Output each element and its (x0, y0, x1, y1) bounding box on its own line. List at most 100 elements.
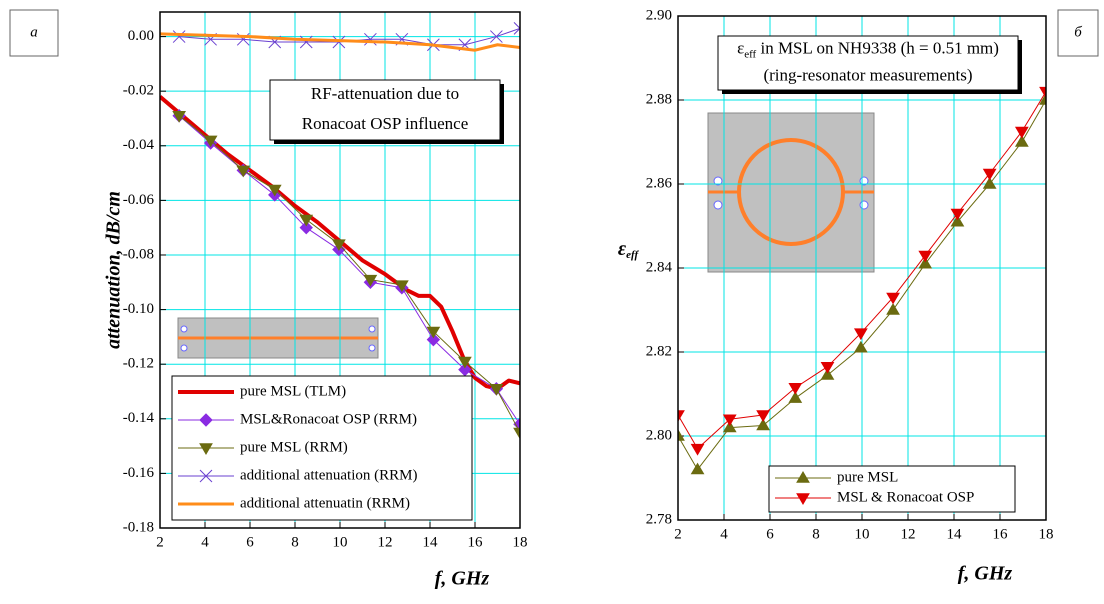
marker (820, 368, 835, 380)
marker (690, 462, 705, 475)
marker (426, 332, 441, 347)
marker (513, 417, 520, 431)
marker (172, 30, 186, 43)
legend-label: MSL&Ronacoat OSP (RRM) (240, 411, 417, 427)
y-tick-label: -0.10 (123, 301, 154, 317)
panel-label: б (1074, 24, 1082, 40)
marker (982, 177, 997, 189)
legend-label: additional attenuation (RRM) (240, 467, 417, 483)
x-tick-label: 12 (901, 526, 916, 542)
x-tick-label: 2 (674, 526, 682, 542)
x-tick-label: 2 (156, 534, 164, 550)
y-tick-label: 2.88 (646, 91, 672, 107)
marker (796, 493, 810, 505)
marker (982, 168, 997, 181)
x-tick-label: 4 (201, 534, 209, 550)
marker (788, 383, 803, 395)
x-tick-label: 18 (1039, 526, 1054, 542)
text-part: ε (618, 238, 627, 260)
y-tick-label: 2.82 (646, 343, 672, 359)
x-tick-label: 12 (378, 534, 393, 550)
y-tick-label: -0.12 (123, 356, 154, 372)
x-axis-title: f, GHz (958, 563, 1013, 585)
x-tick-label: 6 (766, 526, 774, 542)
y-tick-label: -0.04 (123, 137, 155, 153)
marker (395, 280, 409, 293)
annotation: RF-attenuation due to (311, 84, 459, 103)
marker (203, 135, 218, 148)
x-tick-label: 16 (993, 526, 1009, 542)
x-tick-label: 8 (291, 534, 299, 550)
marker (756, 418, 770, 431)
marker (1039, 86, 1046, 99)
plot-frame (159, 11, 521, 529)
panel-box (1057, 9, 1099, 57)
y-tick-label: 2.78 (646, 511, 672, 527)
marker (236, 165, 251, 178)
marker (756, 410, 770, 422)
marker (332, 239, 346, 252)
y-tick-label: 2.84 (646, 259, 673, 275)
marker (918, 250, 933, 263)
annotation-box (717, 35, 1019, 91)
legend-label: pure MSL (RRM) (240, 439, 348, 455)
marker (722, 420, 737, 433)
legend-label: pure MSL (837, 469, 898, 485)
annotation-box (269, 79, 501, 141)
marker (363, 274, 378, 287)
marker (886, 303, 900, 315)
marker (513, 427, 520, 440)
marker (690, 443, 705, 456)
marker (853, 328, 868, 341)
marker (796, 471, 810, 483)
x-axis-title: f, GHz (435, 568, 490, 590)
y-tick-label: 2.90 (646, 7, 672, 23)
x-tick-label: 10 (333, 534, 348, 550)
subscript: eff (744, 48, 756, 60)
y-tick-label: -0.18 (123, 519, 154, 535)
marker (172, 111, 186, 123)
x-tick-label: 18 (513, 534, 528, 550)
marker (490, 30, 503, 43)
marker (489, 384, 504, 396)
rich-text: εeff in MSL on NH9338 (h = 0.51 mm) (737, 38, 999, 60)
x-tick-label: 16 (468, 534, 484, 550)
marker (918, 256, 933, 269)
plot-frame (677, 15, 1047, 521)
y-tick-label: 2.86 (646, 175, 673, 191)
panel-box (9, 9, 59, 57)
marker (950, 214, 965, 227)
x-tick-label: 14 (947, 526, 963, 542)
marker (199, 443, 213, 455)
strip-inset (177, 317, 379, 359)
y-tick-label: -0.06 (123, 192, 155, 208)
legend-label: pure MSL (TLM) (240, 383, 346, 399)
y-tick-label: -0.08 (123, 246, 154, 262)
marker (1014, 126, 1029, 139)
y-tick-label: -0.02 (123, 83, 154, 99)
marker (950, 208, 965, 221)
subscript: eff (626, 249, 639, 261)
text-part: ε (737, 38, 744, 57)
marker (678, 429, 685, 441)
rich-text: εeff (618, 238, 640, 261)
marker (199, 469, 213, 483)
marker (299, 220, 313, 235)
y-axis-title: attenuation, dB/cm (103, 191, 125, 349)
legend-box (768, 465, 1016, 513)
marker (513, 22, 520, 35)
marker (1039, 93, 1046, 105)
marker (199, 413, 213, 427)
marker (820, 362, 835, 374)
annotation: Ronacoat OSP influence (302, 114, 469, 133)
marker (1014, 135, 1029, 147)
y-tick-label: -0.14 (123, 410, 155, 426)
annotation: (ring-resonator measurements) (763, 65, 972, 84)
series-line (178, 115, 520, 433)
ring-inset (707, 112, 875, 273)
marker (458, 356, 472, 369)
x-tick-label: 14 (423, 534, 439, 550)
y-tick-label: 2.80 (646, 427, 672, 443)
marker (267, 184, 282, 197)
marker (853, 340, 868, 353)
